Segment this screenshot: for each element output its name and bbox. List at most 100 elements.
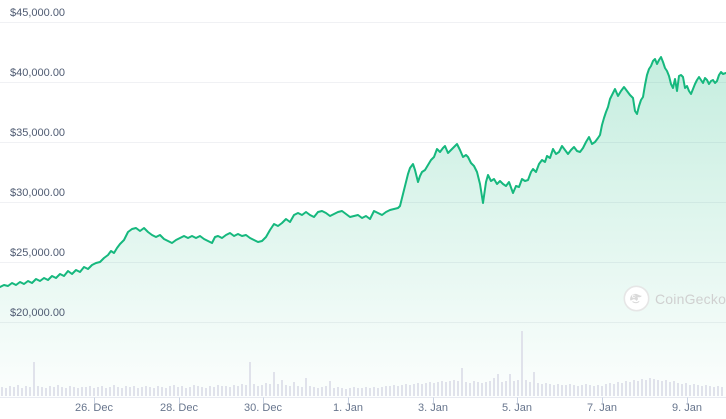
volume-bar	[165, 388, 167, 396]
volume-bar	[605, 384, 607, 396]
volume-bar	[681, 384, 683, 396]
volume-bar	[589, 385, 591, 396]
volume-bar	[369, 388, 371, 396]
volume-bar	[413, 384, 415, 396]
volume-bar	[105, 388, 107, 396]
volume-bar	[233, 385, 235, 396]
volume-bar	[429, 382, 431, 396]
volume-bar	[521, 331, 523, 396]
volume-bar	[529, 382, 531, 396]
volume-bar	[169, 386, 171, 396]
volume-bar	[417, 383, 419, 396]
volume-bar	[229, 387, 231, 396]
volume-bar	[173, 385, 175, 396]
volume-bar	[533, 372, 535, 396]
volume-bar	[93, 388, 95, 396]
volume-bar	[445, 382, 447, 396]
volume-bar	[577, 386, 579, 396]
volume-bar	[329, 381, 331, 396]
volume-bar	[73, 387, 75, 396]
y-axis-label: $30,000.00	[10, 187, 66, 199]
volume-bar	[85, 387, 87, 396]
volume-bar	[485, 382, 487, 396]
volume-bar	[117, 387, 119, 396]
volume-bar	[273, 372, 275, 396]
volume-bar	[333, 388, 335, 396]
volume-bar	[305, 378, 307, 396]
volume-bar	[449, 381, 451, 396]
volume-bar	[321, 387, 323, 396]
volume-bar	[569, 384, 571, 396]
volume-bar	[409, 385, 411, 396]
volume-bar	[357, 388, 359, 396]
volume-bar	[289, 386, 291, 396]
volume-bar	[641, 379, 643, 396]
volume-bar	[717, 386, 719, 396]
volume-bar	[649, 378, 651, 396]
volume-bar	[525, 380, 527, 396]
volume-bar	[465, 382, 467, 396]
volume-bar	[537, 383, 539, 396]
volume-bar	[553, 385, 555, 396]
volume-bar	[89, 386, 91, 396]
volume-bar	[365, 387, 367, 396]
volume-bar	[389, 386, 391, 396]
price-area-fill	[0, 57, 726, 397]
volume-bar	[265, 383, 267, 396]
volume-bar	[177, 387, 179, 396]
volume-bar	[697, 385, 699, 396]
volume-bar	[601, 386, 603, 396]
volume-bar	[249, 362, 251, 396]
volume-bar	[713, 387, 715, 396]
volume-bar	[653, 379, 655, 396]
volume-bar	[405, 384, 407, 396]
volume-bar	[497, 374, 499, 396]
volume-bar	[517, 380, 519, 396]
volume-bar	[65, 388, 67, 396]
volume-bar	[593, 386, 595, 396]
volume-bar	[41, 387, 43, 396]
volume-bar	[637, 381, 639, 396]
volume-bar	[141, 387, 143, 396]
volume-bar	[29, 387, 31, 396]
volume-bar	[137, 388, 139, 396]
volume-bar	[21, 388, 23, 396]
y-axis-label: $20,000.00	[10, 307, 66, 319]
x-axis-label: 9. Jan	[672, 402, 702, 414]
x-axis-ticks	[94, 397, 688, 403]
volume-bar	[5, 388, 7, 396]
volume-bar	[293, 382, 295, 396]
volume-bar	[401, 385, 403, 396]
volume-bar	[661, 381, 663, 396]
volume-bar	[721, 387, 723, 396]
volume-bar	[549, 384, 551, 396]
volume-bar	[565, 385, 567, 396]
volume-bar	[545, 383, 547, 396]
volume-bar	[337, 387, 339, 396]
volume-bar	[69, 386, 71, 396]
volume-bar	[125, 386, 127, 396]
volume-bar	[473, 381, 475, 396]
volume-bar	[257, 386, 259, 396]
volume-bar	[309, 386, 311, 396]
volume-bar	[705, 385, 707, 396]
volume-bar	[709, 386, 711, 396]
volume-bar	[381, 387, 383, 396]
volume-bar	[701, 386, 703, 396]
volume-bar	[45, 388, 47, 396]
volume-bar	[385, 386, 387, 396]
volume-bar	[433, 383, 435, 396]
volume-bar	[373, 387, 375, 396]
y-axis-label: $25,000.00	[10, 247, 66, 259]
volume-bar	[677, 383, 679, 396]
volume-bar	[665, 380, 667, 396]
coingecko-watermark: CoinGecko	[623, 285, 726, 312]
x-axis-label: 7. Jan	[587, 402, 617, 414]
volume-bar	[613, 384, 615, 396]
volume-bar	[377, 388, 379, 396]
volume-bar	[1, 387, 3, 396]
volume-bar	[197, 386, 199, 396]
volume-bar	[189, 387, 191, 396]
volume-bar	[477, 382, 479, 396]
